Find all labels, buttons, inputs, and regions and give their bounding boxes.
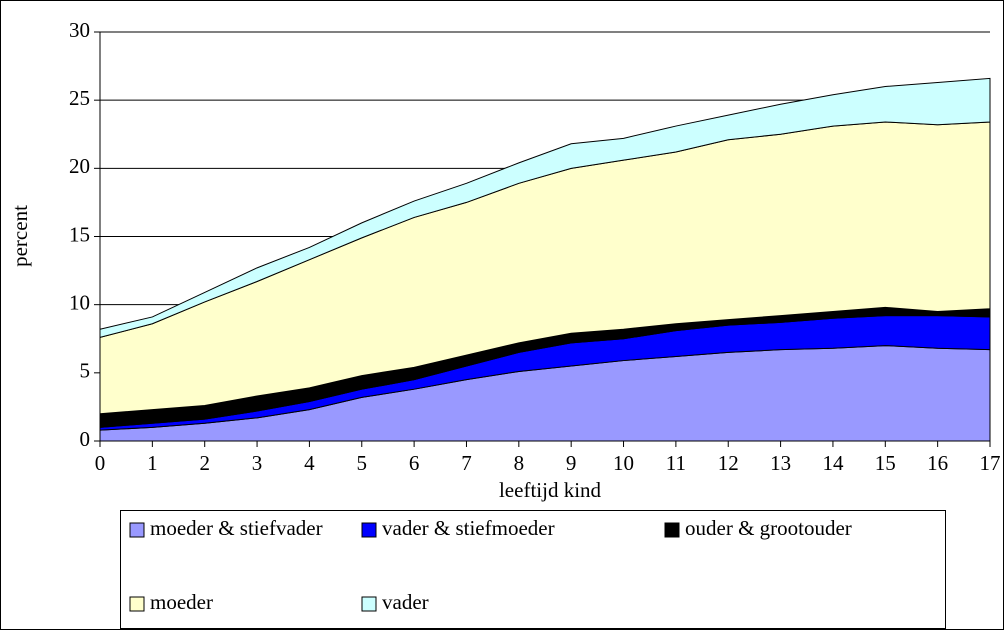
x-axis-label: leeftijd kind xyxy=(499,478,602,502)
x-tick-label: 13 xyxy=(770,451,791,475)
y-tick-label: 25 xyxy=(69,86,90,110)
legend-label: ouder & grootouder xyxy=(685,516,852,540)
legend-swatch xyxy=(361,596,377,612)
x-tick-label: 11 xyxy=(666,451,686,475)
legend-swatch xyxy=(361,522,377,538)
x-tick-label: 7 xyxy=(461,451,472,475)
y-tick-label: 30 xyxy=(69,18,90,42)
x-tick-label: 4 xyxy=(304,451,315,475)
area xyxy=(99,77,991,339)
x-tick-label: 16 xyxy=(927,451,948,475)
legend-swatch xyxy=(664,522,680,538)
y-tick-label: 15 xyxy=(69,222,90,246)
x-tick-label: 2 xyxy=(199,451,210,475)
x-tick-label: 17 xyxy=(980,451,1001,475)
x-tick-label: 0 xyxy=(95,451,106,475)
y-axis-label: percent xyxy=(8,205,32,267)
x-tick-label: 3 xyxy=(252,451,263,475)
legend-label: moeder xyxy=(150,590,213,614)
y-tick-label: 0 xyxy=(80,427,91,451)
x-tick-label: 8 xyxy=(514,451,525,475)
y-tick-label: 5 xyxy=(80,359,91,383)
x-tick-label: 15 xyxy=(875,451,896,475)
legend xyxy=(120,510,946,629)
x-tick-label: 10 xyxy=(613,451,634,475)
x-tick-label: 9 xyxy=(566,451,577,475)
x-tick-label: 12 xyxy=(718,451,739,475)
x-tick-label: 14 xyxy=(822,451,844,475)
legend-swatch xyxy=(129,522,145,538)
y-tick-label: 20 xyxy=(69,154,90,178)
x-tick-label: 5 xyxy=(357,451,368,475)
y-tick-label: 10 xyxy=(69,290,90,314)
legend-label: vader xyxy=(382,590,429,614)
legend-label: moeder & stiefvader xyxy=(150,516,323,540)
x-tick-label: 6 xyxy=(409,451,420,475)
legend-swatch xyxy=(129,596,145,612)
x-tick-label: 1 xyxy=(147,451,158,475)
legend-label: vader & stiefmoeder xyxy=(382,516,555,540)
